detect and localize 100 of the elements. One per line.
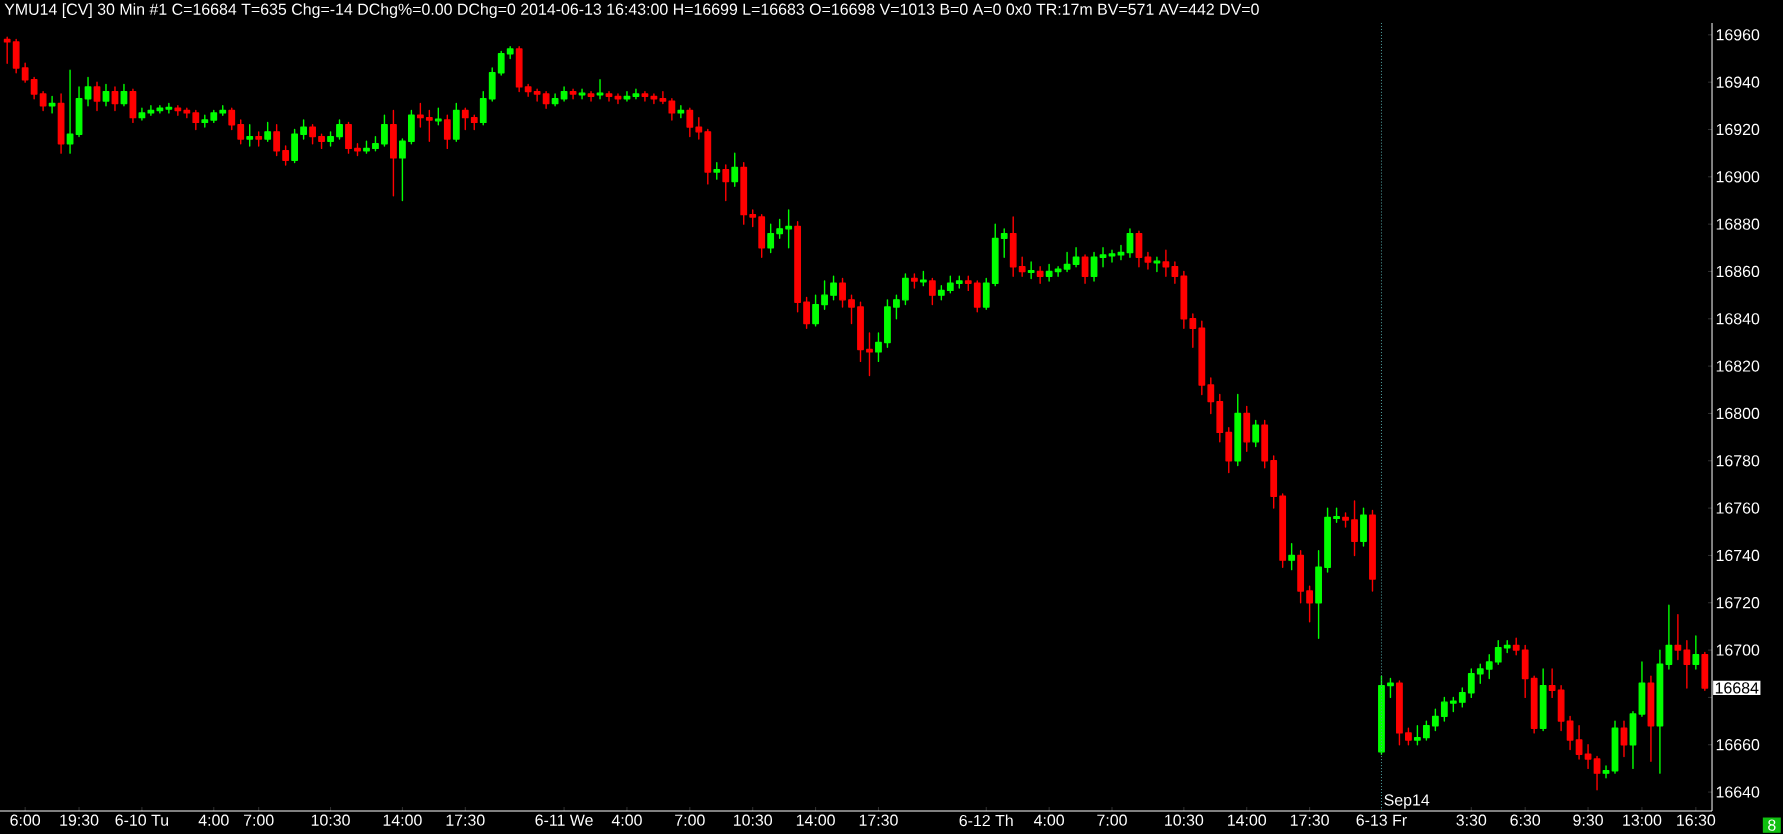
x-tick-label: 17:30 [1290,814,1329,826]
candlestick [470,114,478,131]
candlestick [1467,668,1475,699]
candlestick [264,121,272,143]
candlestick [1189,313,1197,348]
candlestick [1144,251,1152,270]
candlestick [1360,507,1367,547]
y-tick-label: 16820 [1716,360,1760,372]
candlestick [1099,247,1107,268]
y-tick-label: 16740 [1716,549,1760,562]
candlestick [390,109,397,197]
candlestick [973,280,981,313]
candlestick [3,36,11,64]
candlestick [1458,687,1466,708]
candlestick [1180,270,1188,329]
candlestick [1620,720,1628,758]
candlestick [955,275,963,289]
x-tick-label: 14:00 [383,814,422,826]
candlestick [237,119,245,145]
candlestick [147,105,155,116]
candlestick [488,67,496,102]
x-tick-label: 7:00 [1097,814,1127,826]
x-tick-label: 6-11 We [535,814,593,826]
candlestick [524,83,532,98]
y-tick-label: 16860 [1716,265,1760,278]
y-tick-label: 16700 [1716,644,1760,656]
candlestick [1297,550,1305,604]
candlestick [1018,256,1026,277]
candlestick [1548,668,1556,699]
candlestick [1683,639,1691,689]
candlestick [1270,455,1278,509]
candlestick [192,109,200,131]
x-tick-label: 10:30 [733,814,773,826]
text: 8 [1768,819,1776,831]
candlestick [30,76,38,100]
candlestick [812,294,819,327]
candlestick [650,93,658,105]
candlestick [1521,644,1529,699]
candlestick [1674,613,1682,661]
candlestick [1602,765,1610,779]
candlestick [372,135,379,152]
candlestick [686,107,694,138]
candlestick [884,299,891,348]
candlestick [39,90,47,112]
candlestick [1351,500,1358,557]
y-tick-label: 16880 [1716,218,1760,230]
x-tick-label: 4:00 [198,814,229,826]
y-tick-label: 16780 [1716,455,1760,467]
candlestick [821,280,828,311]
x-tick-label: 6:30 [1510,814,1541,826]
candlestick [1692,635,1700,670]
candlestick [1593,755,1601,791]
candlestick [1611,720,1619,774]
candlestick [830,275,837,301]
candlestick [928,277,936,306]
candlestick [138,107,146,121]
candlestick [946,275,954,294]
candlestick [21,62,29,83]
candlestick [551,93,559,107]
candlestick [1108,249,1116,263]
candlestick [1000,228,1008,258]
candlestick [1090,251,1098,282]
candlestick [1656,649,1664,774]
candlestick [1261,419,1269,469]
candlestick [937,284,945,301]
candlestick [1342,512,1349,528]
y-tick-label: 16960 [1716,29,1760,41]
x-tick-label: 14:00 [1228,814,1267,826]
candlestick [479,90,487,126]
candlestick [291,128,299,164]
y-tick-label: 16840 [1716,313,1760,325]
x-tick-label: 9:30 [1573,814,1603,826]
candlestick [911,273,918,289]
candlestick [560,86,568,102]
candlestick [102,83,110,107]
candlestick [758,213,766,258]
x-tick-label: 10:30 [311,814,350,826]
candlestick [174,105,182,116]
candlestick [1054,266,1062,277]
candlestick [704,128,712,185]
candlestick [327,131,334,147]
candlestick [219,105,227,116]
y-tick-label: 16940 [1716,76,1760,88]
x-tick-label: 6-10 Tu [115,814,169,826]
candlestick [506,45,514,60]
candlestick [1647,675,1655,762]
candlestick [668,98,676,121]
x-tick-label: 17:30 [446,814,485,826]
x-tick-label: 14:00 [796,814,835,826]
candlestick [578,88,586,100]
y-tick-label: 16800 [1716,407,1760,420]
candlestick [201,114,209,128]
candlestick [1081,254,1089,284]
candlestick [794,221,802,313]
x-tick-label: 10:30 [1165,814,1204,826]
candlestick [1333,507,1340,523]
candlestick [623,90,631,102]
x-tick-label: 4:00 [611,814,642,826]
candlestick [1117,244,1125,261]
candlestick [893,294,900,320]
